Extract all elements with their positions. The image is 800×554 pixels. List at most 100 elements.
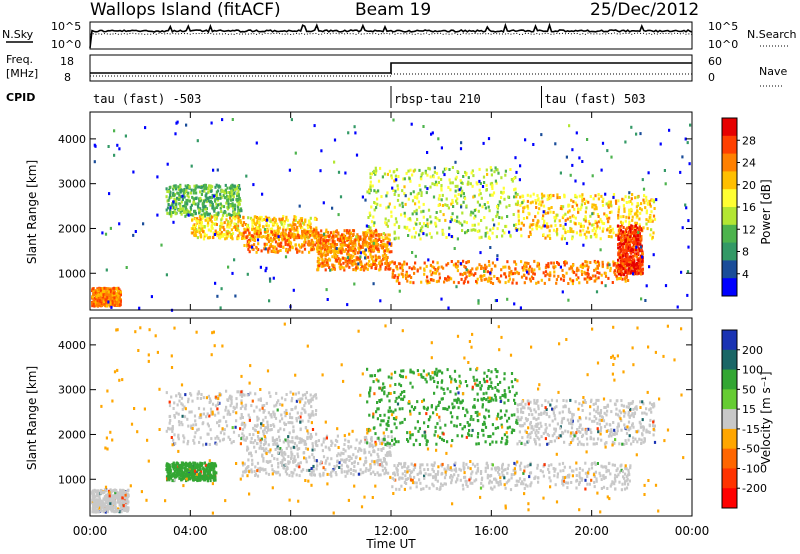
- data-cell: [326, 252, 329, 256]
- data-cell: [500, 190, 503, 194]
- data-cell: [420, 177, 423, 181]
- data-cell: [300, 411, 303, 415]
- data-cell: [214, 229, 217, 233]
- data-cell: [631, 245, 635, 249]
- data-cell: [355, 153, 359, 157]
- data-cell: [514, 187, 517, 191]
- data-cell: [218, 424, 221, 428]
- data-cell: [237, 189, 240, 193]
- data-cell: [422, 202, 425, 206]
- data-cell: [313, 236, 316, 240]
- data-cell: [477, 301, 480, 305]
- data-cell: [526, 216, 529, 220]
- data-cell: [480, 235, 483, 239]
- data-cell: [333, 466, 337, 470]
- data-cell: [91, 498, 94, 502]
- data-cell: [578, 194, 581, 198]
- data-cell: [555, 281, 558, 285]
- data-cell: [109, 488, 112, 492]
- data-cell: [313, 124, 316, 128]
- data-cell: [106, 492, 109, 496]
- data-cell: [430, 132, 433, 136]
- nsky-label: N.Sky: [2, 28, 34, 41]
- data-cell: [121, 500, 124, 504]
- data-cell: [369, 245, 373, 249]
- data-cell: [345, 231, 349, 235]
- data-cell: [374, 228, 378, 232]
- data-cell: [116, 496, 119, 500]
- data-cell: [577, 222, 581, 226]
- data-cell: [506, 297, 509, 301]
- data-cell: [324, 240, 327, 244]
- data-cell: [309, 242, 312, 246]
- data-cell: [556, 227, 559, 231]
- data-cell: [385, 236, 389, 240]
- data-cell: [425, 264, 428, 268]
- data-cell: [301, 231, 304, 235]
- data-cell: [482, 141, 485, 145]
- data-cell: [166, 206, 170, 210]
- data-cell: [106, 295, 109, 299]
- data-cell: [102, 510, 105, 514]
- data-cell: [287, 421, 290, 425]
- data-cell: [451, 198, 454, 202]
- data-cell: [216, 403, 219, 406]
- data-cell: [584, 215, 587, 219]
- data-cell: [479, 182, 482, 185]
- data-cell: [272, 245, 275, 249]
- data-cell: [328, 266, 331, 269]
- data-cell: [631, 231, 634, 235]
- data-cell: [410, 235, 414, 239]
- data-cell: [394, 174, 397, 178]
- data-cell: [471, 223, 474, 227]
- data-cell: [639, 254, 642, 258]
- data-cell: [283, 421, 286, 425]
- data-cell: [541, 196, 544, 200]
- data-cell: [363, 267, 366, 271]
- data-cell: [630, 197, 633, 201]
- data-cell: [506, 215, 509, 218]
- data-cell: [294, 218, 297, 222]
- data-cell: [311, 231, 314, 234]
- data-cell: [199, 221, 202, 225]
- data-cell: [289, 421, 292, 425]
- data-cell: [477, 209, 480, 213]
- data-cell: [177, 435, 180, 439]
- data-cell: [113, 129, 116, 133]
- data-cell: [488, 263, 491, 267]
- data-cell: [299, 420, 302, 424]
- data-cell: [273, 440, 276, 444]
- data-cell: [193, 414, 197, 418]
- data-cell: [323, 246, 326, 250]
- data-cell: [201, 227, 204, 231]
- data-cell: [179, 185, 182, 189]
- data-cell: [496, 277, 499, 280]
- data-cell: [517, 219, 520, 223]
- data-cell: [472, 228, 475, 232]
- data-cell: [210, 437, 213, 441]
- data-cell: [542, 210, 545, 214]
- data-cell: [273, 229, 276, 233]
- nave-top-tick: 60: [708, 55, 722, 68]
- data-cell: [301, 407, 304, 411]
- data-cell: [198, 199, 201, 203]
- data-cell: [95, 489, 98, 493]
- data-cell: [94, 296, 97, 300]
- data-cell: [617, 214, 620, 217]
- data-cell: [444, 203, 447, 207]
- data-cell: [435, 183, 439, 187]
- data-cell: [254, 392, 257, 396]
- data-cell: [314, 230, 317, 234]
- data-cell: [410, 122, 413, 126]
- data-cell: [172, 438, 175, 442]
- data-cell: [549, 210, 552, 214]
- data-cell: [119, 293, 122, 297]
- data-cell: [271, 239, 274, 243]
- data-cell: [373, 221, 376, 225]
- data-cell: [113, 153, 116, 157]
- data-cell: [636, 209, 639, 213]
- data-cell: [180, 402, 183, 406]
- data-cell: [170, 213, 173, 217]
- data-cell: [177, 420, 181, 424]
- data-cell: [594, 279, 597, 283]
